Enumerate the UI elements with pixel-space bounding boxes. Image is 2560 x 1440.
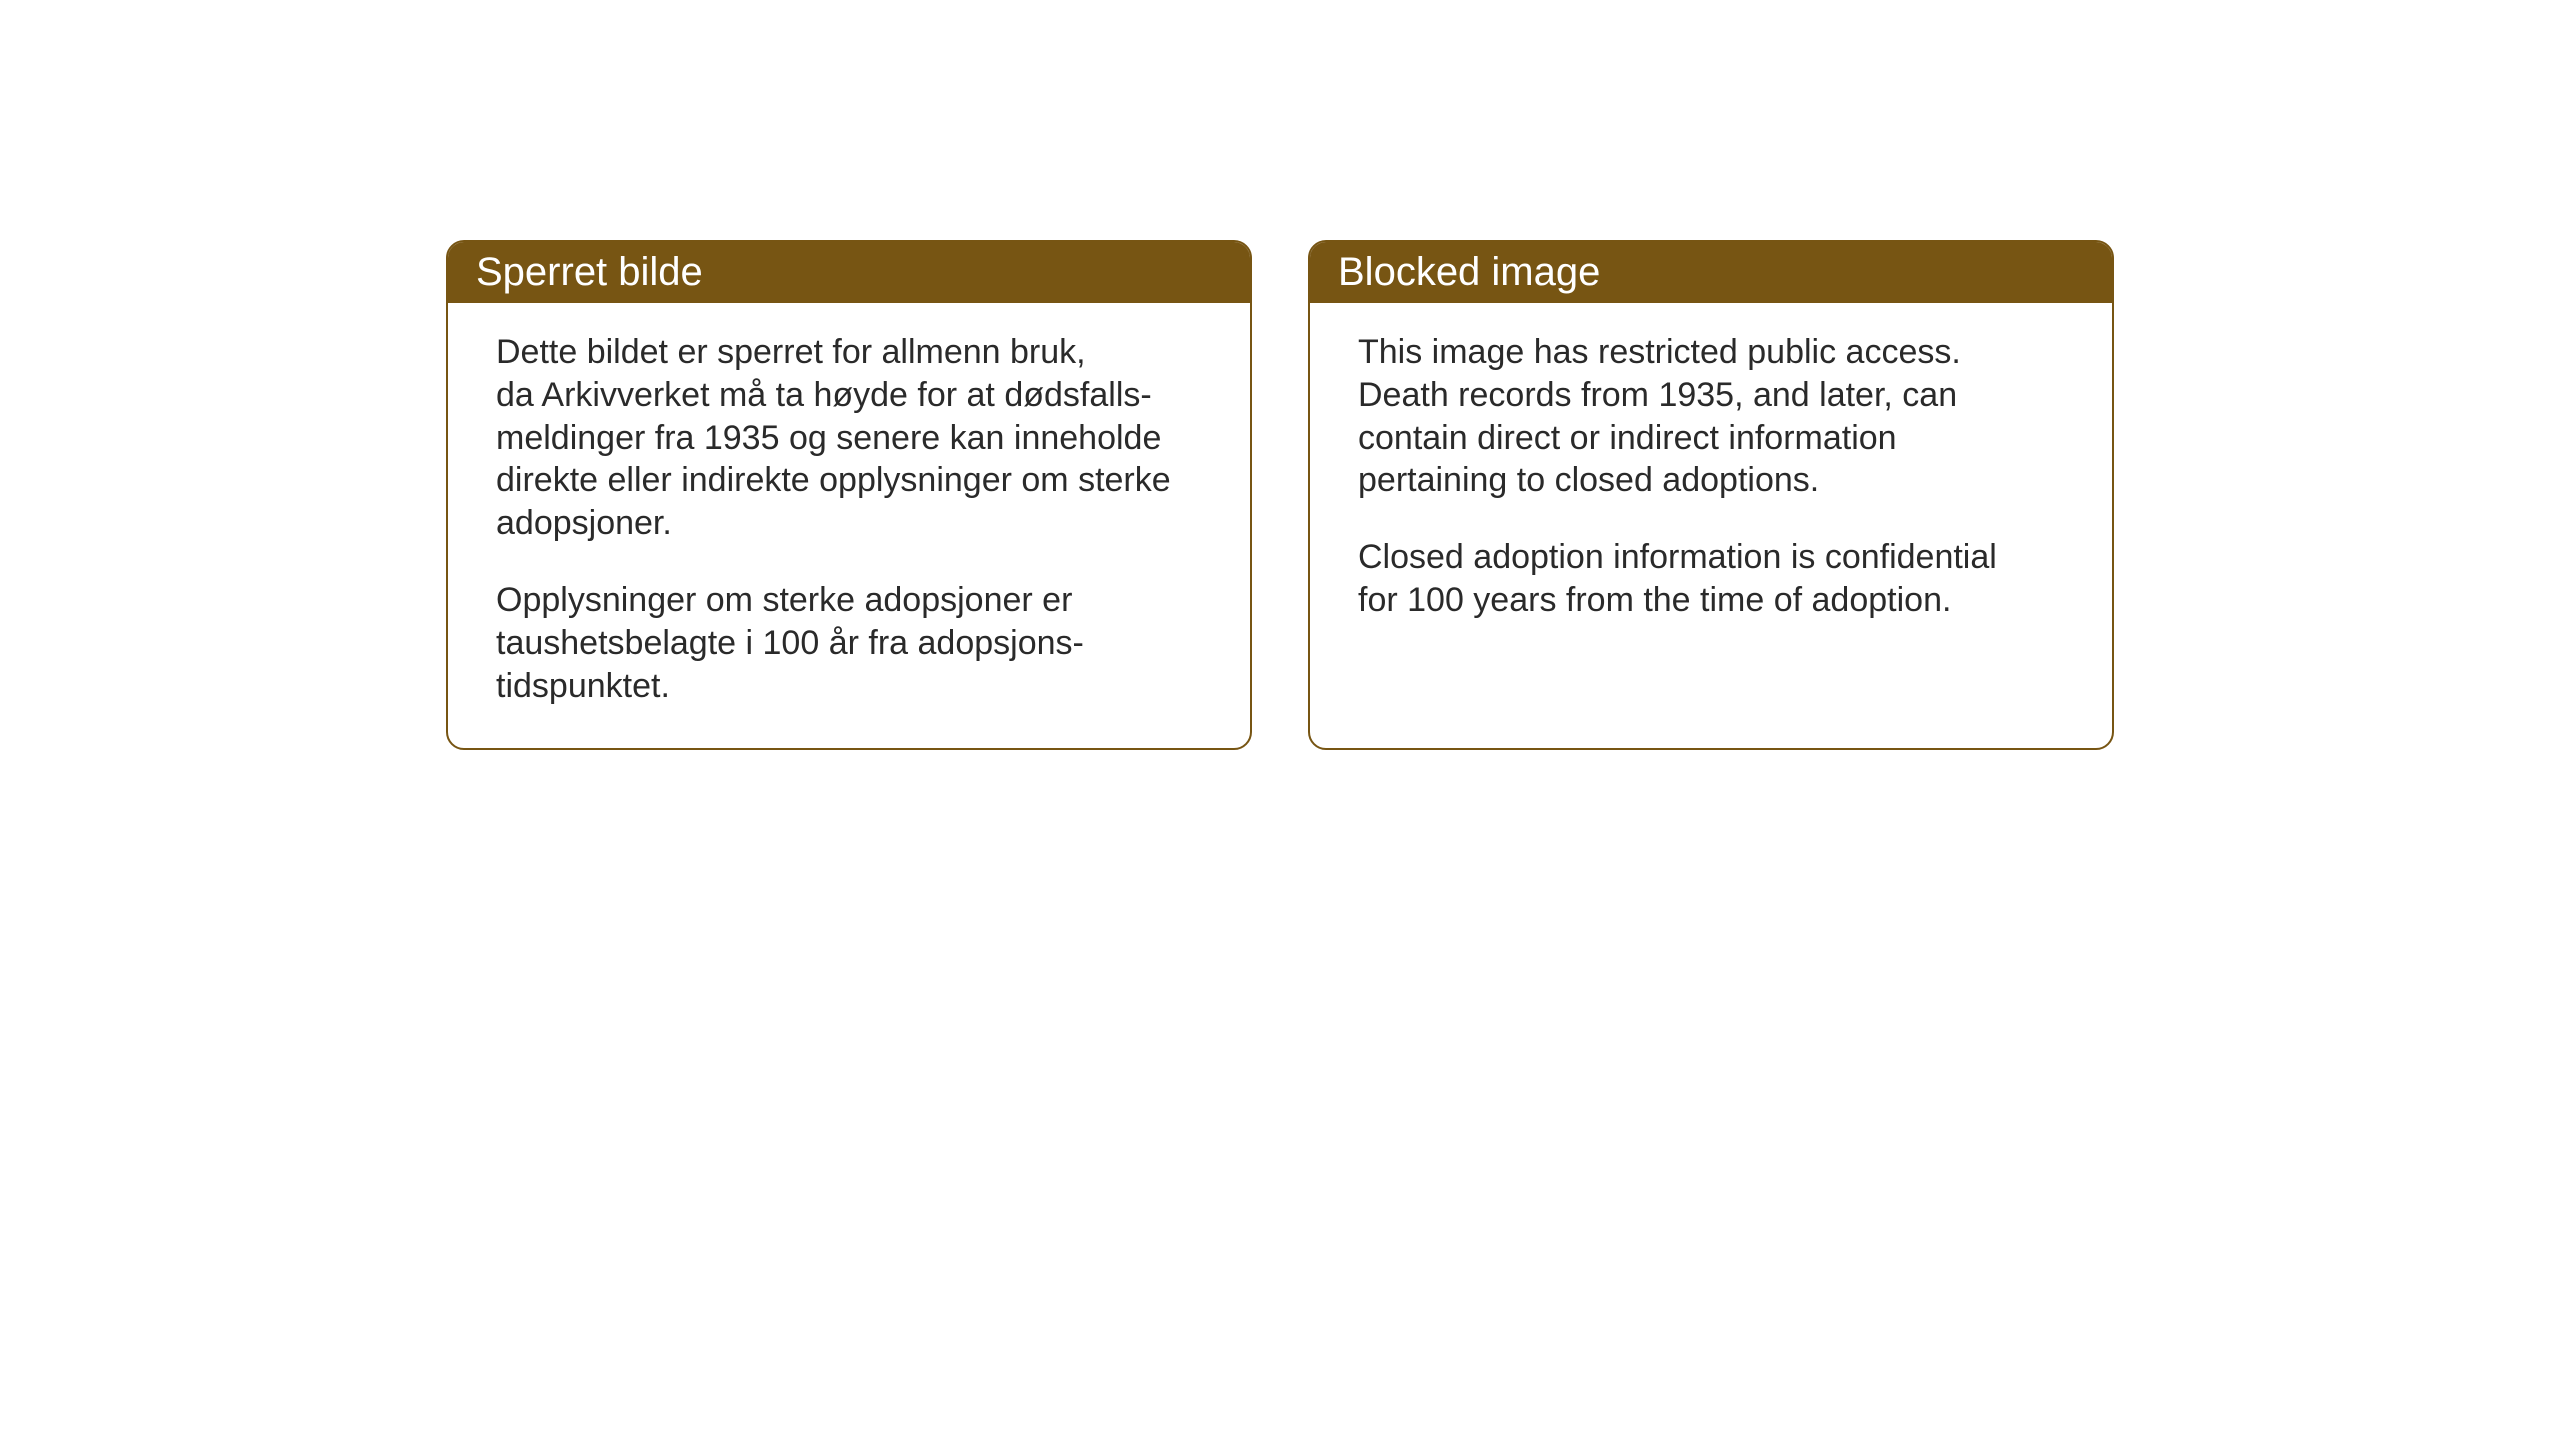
text-line: Opplysninger om sterke adopsjoner er — [496, 581, 1072, 619]
text-line: contain direct or indirect information — [1358, 419, 1897, 457]
text-line: This image has restricted public access. — [1358, 333, 1961, 371]
text-line: Closed adoption information is confident… — [1358, 538, 1997, 576]
paragraph-2-norwegian: Opplysninger om sterke adopsjoner er tau… — [496, 579, 1202, 707]
card-header-english: Blocked image — [1310, 242, 2112, 303]
card-title-norwegian: Sperret bilde — [476, 250, 703, 294]
text-line: direkte eller indirekte opplysninger om … — [496, 461, 1171, 499]
card-norwegian: Sperret bilde Dette bildet er sperret fo… — [446, 240, 1252, 750]
text-line: meldinger fra 1935 og senere kan innehol… — [496, 419, 1161, 457]
text-line: for 100 years from the time of adoption. — [1358, 581, 1951, 619]
text-line: Death records from 1935, and later, can — [1358, 376, 1957, 414]
cards-container: Sperret bilde Dette bildet er sperret fo… — [446, 240, 2114, 750]
text-line: tidspunktet. — [496, 667, 670, 705]
card-body-english: This image has restricted public access.… — [1310, 303, 2112, 662]
text-line: Dette bildet er sperret for allmenn bruk… — [496, 333, 1086, 371]
text-line: pertaining to closed adoptions. — [1358, 461, 1819, 499]
paragraph-1-norwegian: Dette bildet er sperret for allmenn bruk… — [496, 331, 1202, 545]
card-header-norwegian: Sperret bilde — [448, 242, 1250, 303]
text-line: da Arkivverket må ta høyde for at dødsfa… — [496, 376, 1152, 414]
paragraph-1-english: This image has restricted public access.… — [1358, 331, 2064, 502]
card-body-norwegian: Dette bildet er sperret for allmenn bruk… — [448, 303, 1250, 748]
paragraph-2-english: Closed adoption information is confident… — [1358, 536, 2064, 622]
text-line: taushetsbelagte i 100 år fra adopsjons- — [496, 624, 1084, 662]
card-title-english: Blocked image — [1338, 250, 1600, 294]
text-line: adopsjoner. — [496, 504, 672, 542]
card-english: Blocked image This image has restricted … — [1308, 240, 2114, 750]
